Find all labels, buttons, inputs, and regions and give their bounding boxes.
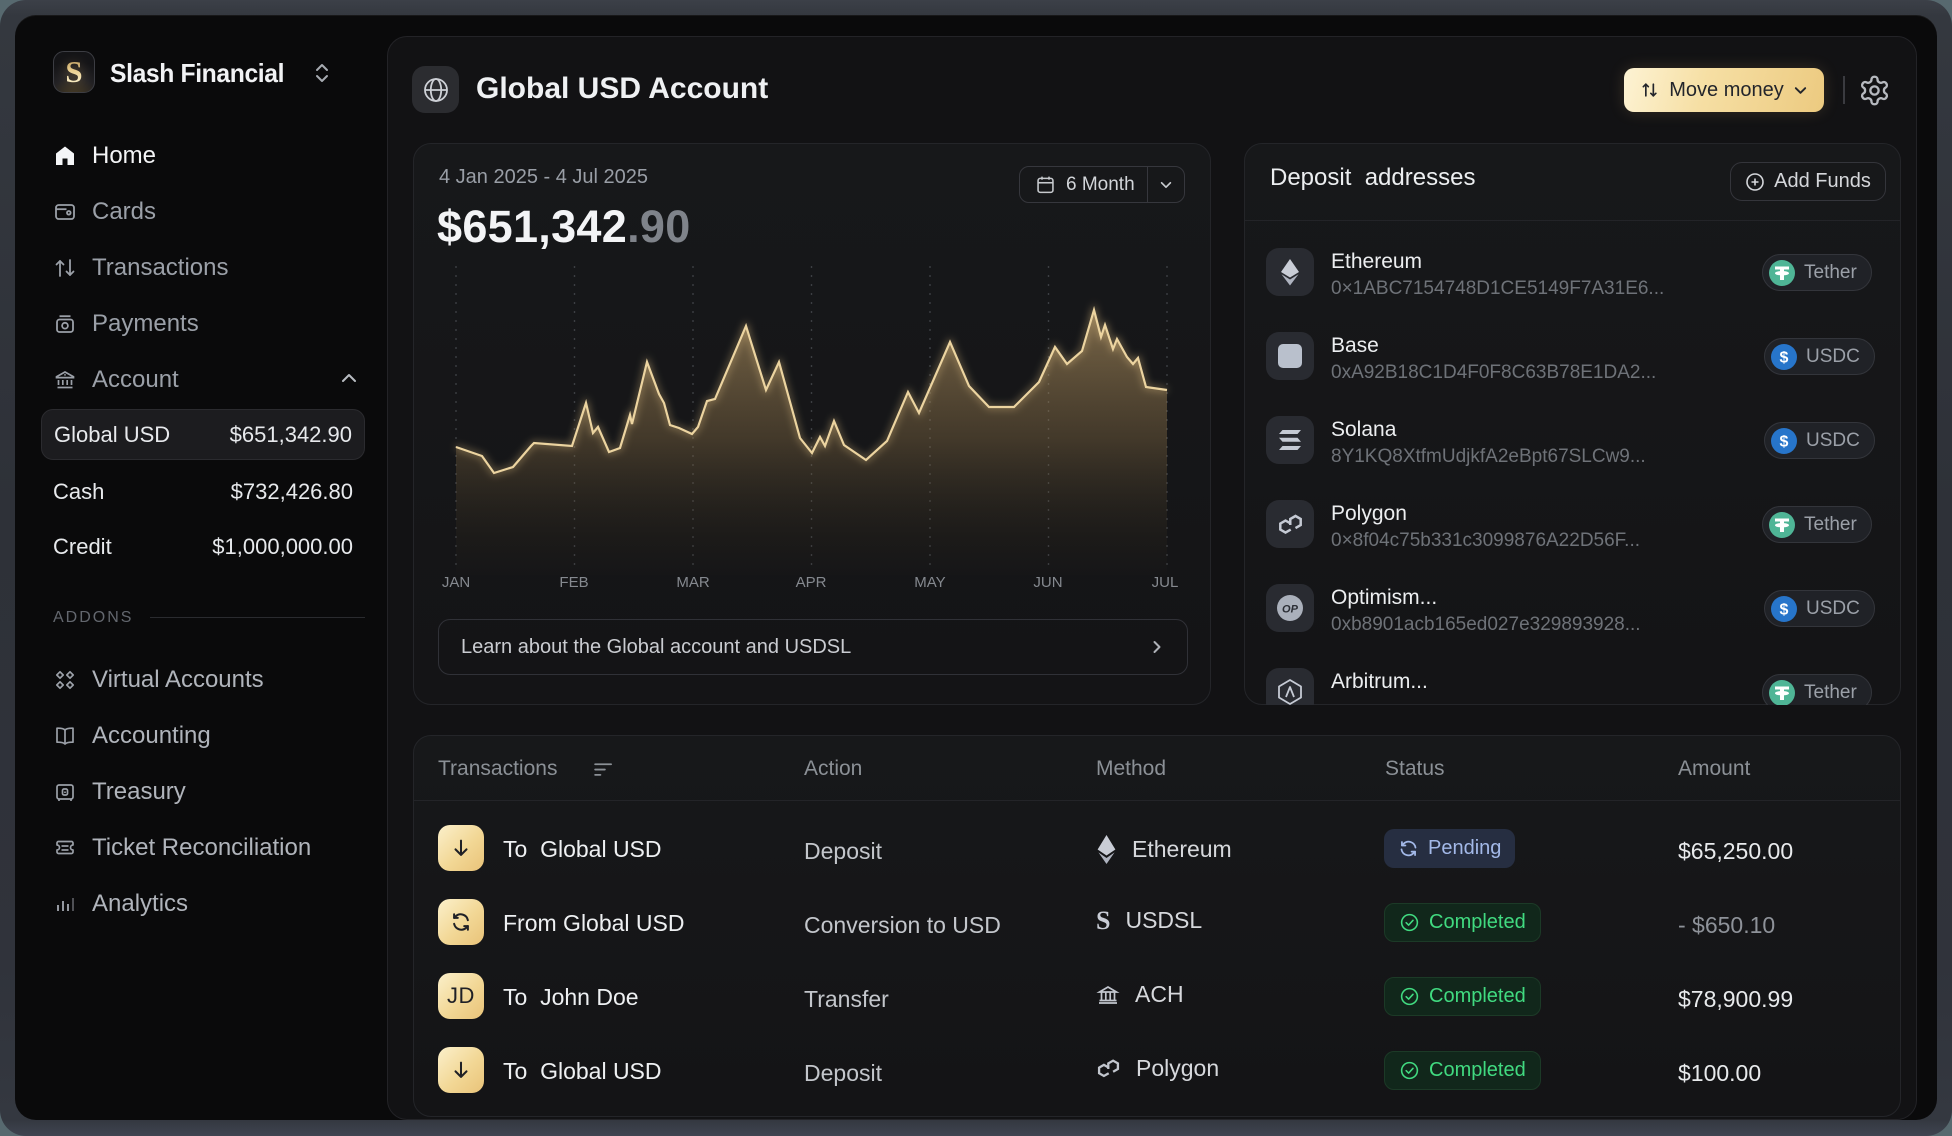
svg-text:MAY: MAY	[914, 574, 945, 591]
svg-text:FEB: FEB	[559, 574, 588, 591]
svg-text:$: $	[1780, 601, 1789, 618]
svg-text:$: $	[1780, 349, 1789, 366]
svg-text:$: $	[1780, 433, 1789, 450]
svg-text:MAR: MAR	[676, 574, 710, 591]
svg-text:OP: OP	[1282, 604, 1299, 616]
svg-text:APR: APR	[796, 574, 827, 591]
svg-text:JUL: JUL	[1152, 574, 1179, 591]
svg-text:JUN: JUN	[1033, 574, 1062, 591]
svg-text:JAN: JAN	[442, 574, 470, 591]
